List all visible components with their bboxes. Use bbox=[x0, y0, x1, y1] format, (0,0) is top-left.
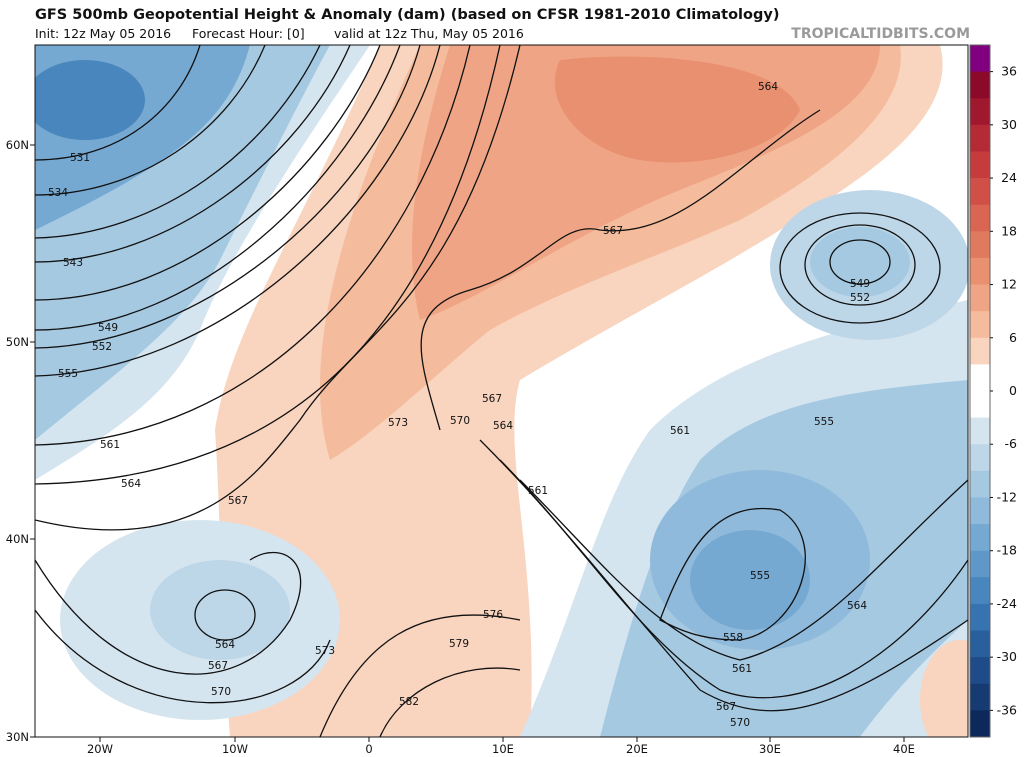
longitude-label: 30E bbox=[759, 742, 781, 756]
contour-label: 534 bbox=[48, 187, 68, 199]
contour-label: 579 bbox=[449, 638, 469, 650]
contours bbox=[35, 45, 968, 737]
contour-label: 549 bbox=[98, 322, 118, 334]
contour-label: 555 bbox=[750, 570, 770, 582]
contour-label: 555 bbox=[58, 368, 78, 380]
colorbar-segment bbox=[970, 391, 990, 419]
contour-label: 567 bbox=[716, 701, 736, 713]
contour-label: 570 bbox=[730, 717, 750, 729]
colorbar-label: -24 bbox=[997, 596, 1017, 611]
colorbar-label: 24 bbox=[1001, 170, 1017, 185]
colorbar-segment bbox=[970, 231, 990, 259]
longitude-label: 20E bbox=[626, 742, 648, 756]
colorbar-label: 36 bbox=[1001, 64, 1017, 79]
colorbar-segment bbox=[970, 603, 990, 632]
contour-label: 567 bbox=[603, 225, 623, 237]
contour-label: 543 bbox=[63, 257, 83, 269]
colorbar-segment bbox=[970, 45, 990, 73]
colorbar-segment bbox=[970, 204, 990, 232]
forecast-hour: Forecast Hour: [0] bbox=[192, 26, 305, 41]
contour-label: 564 bbox=[215, 639, 235, 651]
contour-label: 564 bbox=[758, 81, 778, 93]
latitude-label: 40N bbox=[6, 532, 29, 546]
colorbar-segment bbox=[970, 577, 990, 605]
colorbar-label: 0 bbox=[1009, 383, 1017, 398]
colorbar-label: -12 bbox=[997, 489, 1017, 504]
contour-label: 561 bbox=[732, 663, 752, 675]
contour-label: 561 bbox=[528, 485, 548, 497]
contour-label: 561 bbox=[100, 439, 120, 451]
colorbar-label: 18 bbox=[1001, 223, 1017, 238]
colorbar-segment bbox=[970, 710, 990, 738]
colorbar-segment bbox=[970, 178, 990, 206]
colorbar-segment bbox=[970, 657, 990, 685]
colorbar-segment bbox=[970, 151, 990, 179]
colorbar-label: 30 bbox=[1001, 117, 1017, 132]
colorbar-segment bbox=[970, 124, 990, 152]
colorbar-label: -30 bbox=[997, 649, 1017, 664]
colorbar-label: 6 bbox=[1009, 330, 1017, 345]
colorbar-segment bbox=[970, 524, 990, 552]
contour-label: 570 bbox=[450, 415, 470, 427]
colorbar-segment bbox=[970, 98, 990, 126]
latitude-label: 30N bbox=[6, 730, 29, 744]
colorbar-label: 12 bbox=[1001, 277, 1017, 292]
contour-label: 567 bbox=[482, 393, 502, 405]
contour-label: 552 bbox=[850, 292, 870, 304]
map bbox=[35, 45, 968, 737]
colorbar-label: -36 bbox=[997, 702, 1017, 717]
colorbar-segment bbox=[970, 683, 990, 711]
contour-label: 564 bbox=[493, 420, 513, 432]
contour-label: 573 bbox=[315, 645, 335, 657]
contour-label: 549 bbox=[850, 278, 870, 290]
title: GFS 500mb Geopotential Height & Anomaly … bbox=[35, 7, 779, 23]
map-frame bbox=[34, 44, 969, 738]
colorbar-segment bbox=[970, 497, 990, 525]
colorbar-segment bbox=[970, 550, 990, 578]
colorbar-segment bbox=[970, 311, 990, 339]
valid-time: valid at 12z Thu, May 05 2016 bbox=[334, 26, 524, 41]
colorbar-segment bbox=[970, 337, 990, 365]
colorbar-segment bbox=[970, 284, 990, 312]
contour-label: 564 bbox=[121, 478, 141, 490]
contour-label: 567 bbox=[208, 660, 228, 672]
contour-label: 558 bbox=[723, 632, 743, 644]
contour-label: 567 bbox=[228, 495, 248, 507]
contour-label: 570 bbox=[211, 686, 231, 698]
longitude-label: 10W bbox=[222, 742, 248, 756]
contour-label: 582 bbox=[399, 696, 419, 708]
contour-label: 552 bbox=[92, 341, 112, 353]
contour-label: 561 bbox=[670, 425, 690, 437]
contour-label: 555 bbox=[814, 416, 834, 428]
longitude-label: 20W bbox=[87, 742, 113, 756]
brand: TROPICALTIDBITS.COM bbox=[791, 26, 970, 42]
contour-label: 564 bbox=[847, 600, 867, 612]
contour-label: 576 bbox=[483, 609, 503, 621]
colorbar-segment bbox=[970, 444, 990, 472]
colorbar-segment bbox=[970, 364, 990, 392]
colorbar-label: -6 bbox=[1005, 436, 1018, 451]
longitude-label: 0 bbox=[365, 742, 372, 756]
colorbar-segment bbox=[970, 417, 990, 445]
longitude-label: 10E bbox=[492, 742, 514, 756]
init: Init: 12z May 05 2016 bbox=[35, 26, 171, 41]
colorbar-segment bbox=[970, 71, 990, 99]
longitude-label: 40E bbox=[893, 742, 915, 756]
colorbar-label: -18 bbox=[997, 543, 1017, 558]
latitude-label: 50N bbox=[6, 335, 29, 349]
colorbar-segment bbox=[970, 470, 990, 498]
latitude-label: 60N bbox=[6, 138, 29, 152]
colorbar-segment bbox=[970, 257, 990, 286]
contour-label: 573 bbox=[388, 417, 408, 429]
colorbar-segment bbox=[970, 630, 990, 658]
contour-label: 531 bbox=[70, 152, 90, 164]
